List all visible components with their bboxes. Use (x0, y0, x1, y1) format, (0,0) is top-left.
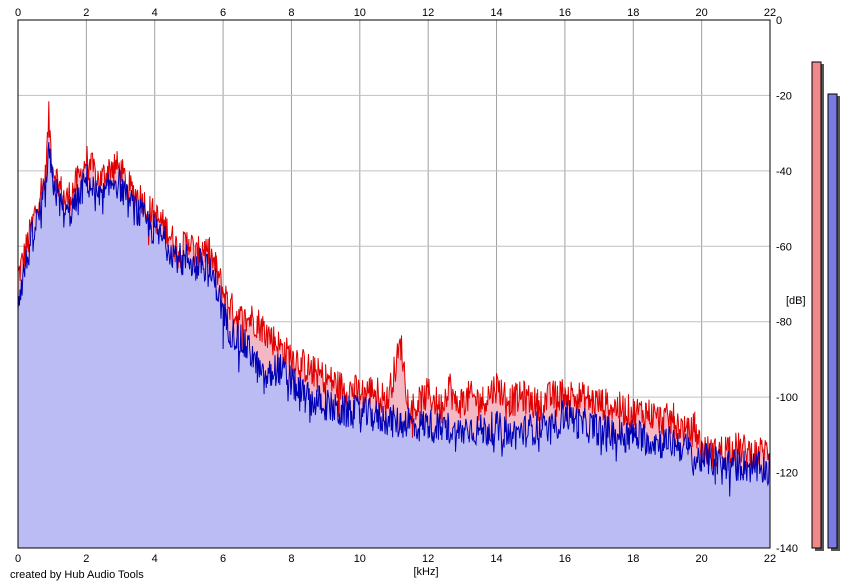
x-tick-label-bottom: 6 (220, 553, 226, 565)
y-tick-label: -120 (776, 468, 798, 480)
y-tick-label: -80 (776, 317, 792, 329)
y-tick-labels: 0 -20 -40 -60 -80 -100 -120 -140 (776, 15, 798, 555)
red-channel-line (17, 101, 771, 470)
y-axis-label: [dB] (786, 295, 806, 307)
y-tick-label: -40 (776, 166, 792, 178)
x-tick-label-bottom: 12 (422, 553, 434, 565)
y-tick-label: -140 (776, 543, 798, 555)
y-tick-label: -100 (776, 392, 798, 404)
y-tick-label: -60 (776, 241, 792, 253)
x-tick-label-top: 16 (559, 7, 571, 19)
x-tick-label-bottom: 4 (152, 553, 158, 565)
blue-channel-fill-overlay (18, 142, 770, 548)
x-tick-label-top: 12 (422, 7, 434, 19)
x-tick-label-top: 6 (220, 7, 226, 19)
plot-border (17, 19, 771, 549)
x-tick-label-bottom: 14 (490, 553, 502, 565)
blue-level-meter (827, 93, 838, 549)
x-tick-label-bottom: 2 (83, 553, 89, 565)
x-tick-label-top: 22 (764, 7, 776, 19)
x-tick-label-top: 14 (490, 7, 502, 19)
credit-text: created by Hub Audio Tools (10, 569, 144, 581)
x-tick-label-top: 4 (152, 7, 158, 19)
x-tick-label-top: 2 (83, 7, 89, 19)
level-meters (811, 61, 840, 551)
x-tick-labels-bottom: 0 2 4 6 8 10 12 14 16 18 20 22 (15, 553, 776, 565)
x-tick-label-top: 18 (627, 7, 639, 19)
x-tick-label-bottom: 0 (15, 553, 21, 565)
x-tick-label-top: 20 (696, 7, 708, 19)
x-tick-label-top: 8 (288, 7, 294, 19)
x-tick-label-bottom: 10 (354, 553, 366, 565)
x-tick-labels-top: 0 2 4 6 8 10 12 14 16 18 20 22 (15, 7, 776, 19)
x-tick-label-bottom: 22 (764, 553, 776, 565)
red-level-meter (811, 61, 822, 549)
y-tick-label: -20 (776, 90, 792, 102)
x-tick-label-top: 0 (15, 7, 21, 19)
blue-channel-line (17, 142, 771, 497)
y-tick-label: 0 (776, 15, 782, 27)
x-tick-label-bottom: 16 (559, 553, 571, 565)
x-tick-label-bottom: 8 (288, 553, 294, 565)
x-axis-label: [kHz] (413, 566, 438, 578)
x-tick-label-top: 10 (354, 7, 366, 19)
x-tick-label-bottom: 20 (696, 553, 708, 565)
x-tick-label-bottom: 18 (627, 553, 639, 565)
